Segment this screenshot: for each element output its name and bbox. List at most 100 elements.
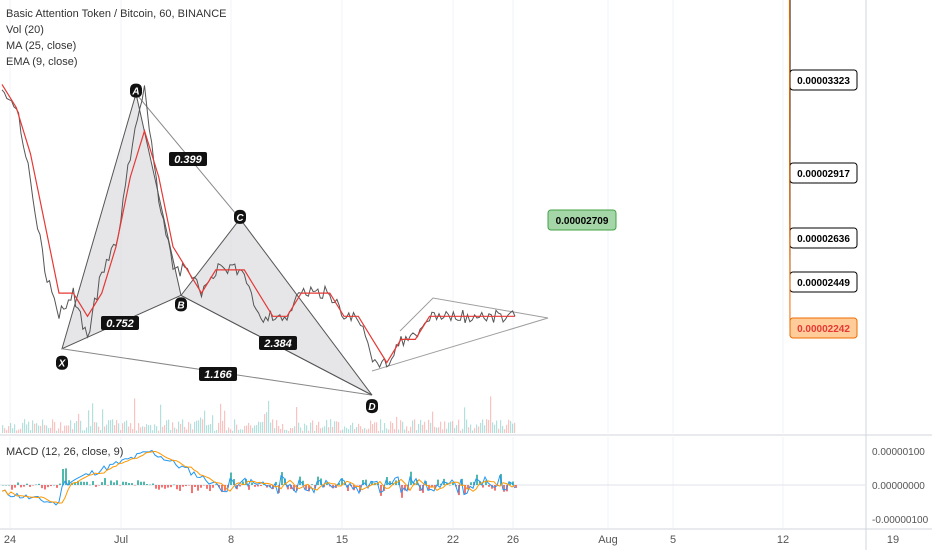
macd-histogram-bar <box>467 485 469 490</box>
volume-bar <box>440 421 442 433</box>
symbol-title[interactable]: Basic Attention Token / Bitcoin, 60, BIN… <box>6 8 227 20</box>
volume-bar <box>24 419 26 433</box>
volume-bar <box>114 425 116 433</box>
volume-bar <box>446 428 448 433</box>
macd-histogram-bar <box>233 479 235 485</box>
volume-bar <box>10 423 12 433</box>
chart-legend: Basic Attention Token / Bitcoin, 60, BIN… <box>6 6 227 70</box>
volume-bar <box>420 419 422 433</box>
volume-bar <box>296 407 298 433</box>
volume-bar <box>346 427 348 433</box>
volume-bar <box>86 427 88 433</box>
volume-bar <box>384 423 386 433</box>
volume-bar <box>34 423 36 433</box>
indicator-macd[interactable]: MACD (12, 26, close, 9) <box>6 446 124 458</box>
macd-histogram-bar <box>434 485 436 490</box>
macd-histogram-bar <box>107 485 109 486</box>
macd-histogram-bar <box>29 485 31 487</box>
volume-bar <box>128 426 130 433</box>
macd-histogram-bar <box>143 481 145 485</box>
volume-bar <box>14 424 16 433</box>
volume-bar <box>26 424 28 433</box>
volume-bar <box>370 420 372 433</box>
volume-bar <box>64 425 66 433</box>
macd-histogram-bar <box>101 482 103 485</box>
volume-bar <box>294 426 296 433</box>
volume-bar <box>222 420 224 433</box>
volume-bar <box>334 421 336 433</box>
pattern-point-b-marker[interactable] <box>175 297 187 312</box>
macd-histogram-bar <box>47 485 49 488</box>
volume-bar <box>376 422 378 433</box>
volume-bar <box>130 423 132 433</box>
volume-bar <box>178 421 180 433</box>
volume-bar <box>230 429 232 433</box>
volume-bar <box>514 422 516 433</box>
volume-bar <box>124 421 126 433</box>
wedge-pattern[interactable] <box>371 297 549 372</box>
macd-histogram-bar <box>149 484 151 486</box>
volume-bar <box>378 430 380 433</box>
macd-histogram-bar <box>68 480 70 485</box>
macd-histogram-bar <box>503 485 505 492</box>
volume-bar <box>132 428 134 433</box>
volume-bar <box>198 420 200 433</box>
macd-histogram-bar <box>263 483 265 485</box>
volume-bar <box>464 407 466 433</box>
macd-histogram-bar <box>254 485 256 487</box>
volume-bar <box>358 423 360 433</box>
volume-bar <box>112 419 114 433</box>
volume-bar <box>354 429 356 433</box>
macd-histogram-bar <box>323 485 325 488</box>
volume-bar <box>470 424 472 433</box>
volume-bar <box>490 396 492 433</box>
volume-bar <box>156 426 158 433</box>
volume-bar <box>424 421 426 433</box>
macd-histogram-bar <box>200 485 202 488</box>
macd-histogram-bar <box>479 481 481 485</box>
indicator-volume[interactable]: Vol (20) <box>6 24 44 36</box>
zone-callout-box[interactable] <box>547 209 617 231</box>
volume-bar <box>366 429 368 433</box>
zone-callout-box[interactable] <box>789 317 858 339</box>
macd-histogram-bar <box>26 483 28 485</box>
volume-bar <box>192 429 194 433</box>
ratio-label-bg <box>199 367 237 381</box>
volume-bar <box>36 423 38 433</box>
macd-histogram-bar <box>167 485 169 488</box>
volume-bar <box>32 420 34 433</box>
macd-histogram-bar <box>194 485 196 487</box>
macd-histogram-bar <box>302 480 304 485</box>
pattern-point-c-marker[interactable] <box>234 209 246 224</box>
x-tick-label: Aug <box>598 534 618 546</box>
pattern-point-x-marker[interactable] <box>56 355 68 370</box>
macd-histogram-bar <box>53 484 55 486</box>
macd-histogram-bar <box>2 485 4 486</box>
volume-bar <box>206 425 208 433</box>
macd-histogram-bar <box>413 482 415 485</box>
volume-bar <box>80 420 82 433</box>
volume-bar <box>196 420 198 433</box>
volume-bar <box>102 409 104 433</box>
pattern-point-a-marker[interactable] <box>130 83 142 98</box>
volume-bar <box>434 426 436 433</box>
macd-histogram-bar <box>35 484 37 485</box>
volume-bar <box>66 425 68 433</box>
macd-histogram-bar <box>230 472 232 485</box>
volume-bar <box>136 430 138 433</box>
macd-histogram-bar <box>215 484 217 485</box>
macd-histogram-bar <box>197 485 199 491</box>
volume-bar <box>362 429 364 433</box>
volume-bar <box>84 430 86 433</box>
volume-bar <box>270 422 272 433</box>
macd-histogram-bar <box>209 485 211 492</box>
pattern-point-d-marker[interactable] <box>366 399 378 414</box>
volume-bar <box>324 426 326 433</box>
x-tick-label: 22 <box>447 534 459 546</box>
volume-bar <box>40 426 42 433</box>
volume-bar <box>286 429 288 433</box>
indicator-ma[interactable]: MA (25, close) <box>6 40 77 52</box>
macd-histogram-bar <box>161 485 163 488</box>
indicator-ema[interactable]: EMA (9, close) <box>6 56 78 68</box>
